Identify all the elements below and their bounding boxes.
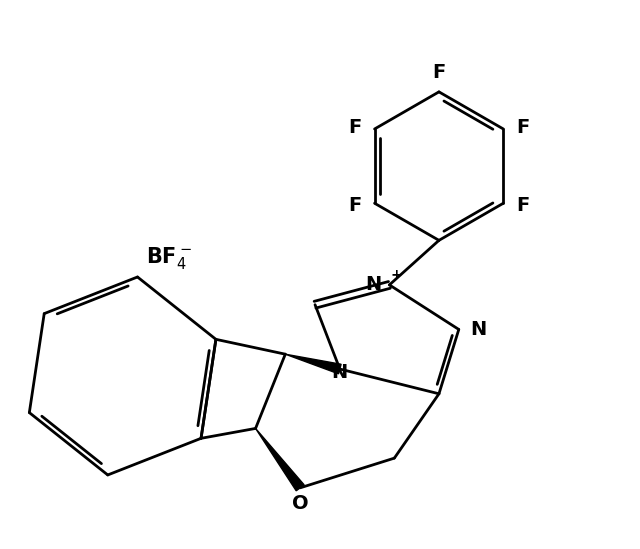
Text: F: F <box>348 117 362 137</box>
Text: N: N <box>332 362 348 382</box>
Text: BF$_4^-$: BF$_4^-$ <box>147 245 192 271</box>
Text: +: + <box>390 268 402 282</box>
Text: F: F <box>433 63 445 82</box>
Text: N: N <box>470 320 487 339</box>
Text: F: F <box>516 117 530 137</box>
Text: N: N <box>365 276 381 294</box>
Text: F: F <box>348 195 362 215</box>
Text: F: F <box>516 195 530 215</box>
Text: O: O <box>292 494 308 513</box>
Polygon shape <box>255 428 304 491</box>
Polygon shape <box>285 354 341 374</box>
